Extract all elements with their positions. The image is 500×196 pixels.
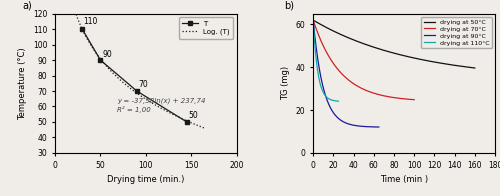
Text: b): b) bbox=[284, 1, 294, 11]
drying at 90°C bbox=[340, 120, 346, 123]
drying at 50°C bbox=[418, 58, 424, 61]
Line: drying at 90°C: drying at 90°C bbox=[313, 20, 379, 127]
drying at 50°C bbox=[406, 55, 411, 58]
drying at 110°C bbox=[329, 99, 335, 101]
drying at 50°C bbox=[384, 50, 390, 52]
drying at 70°C bbox=[386, 96, 392, 98]
Line: drying at 50°C: drying at 50°C bbox=[313, 20, 475, 68]
Text: a): a) bbox=[22, 1, 32, 11]
T bbox=[184, 121, 190, 123]
drying at 110°C bbox=[310, 19, 316, 21]
drying at 50°C bbox=[310, 19, 316, 21]
Log. (T) bbox=[72, 10, 78, 13]
Line: drying at 110°C: drying at 110°C bbox=[313, 20, 338, 101]
Text: 110: 110 bbox=[83, 17, 98, 26]
drying at 90°C bbox=[310, 19, 316, 21]
Text: y = -37,58ln(x) + 237,74
R² = 1,00: y = -37,58ln(x) + 237,74 R² = 1,00 bbox=[117, 98, 206, 113]
Text: 90: 90 bbox=[102, 50, 112, 59]
Log. (T) bbox=[154, 105, 160, 107]
Log. (T) bbox=[166, 112, 172, 114]
drying at 110°C bbox=[322, 93, 328, 96]
drying at 110°C bbox=[336, 100, 342, 102]
Log. (T) bbox=[114, 76, 120, 79]
drying at 110°C bbox=[316, 81, 322, 83]
Y-axis label: Temperature (°C): Temperature (°C) bbox=[18, 47, 28, 120]
Log. (T) bbox=[202, 127, 208, 130]
Y-axis label: TG (mg): TG (mg) bbox=[281, 66, 290, 100]
Line: drying at 70°C: drying at 70°C bbox=[313, 20, 414, 100]
drying at 70°C bbox=[378, 94, 384, 96]
drying at 70°C bbox=[356, 86, 362, 88]
T bbox=[98, 59, 103, 61]
drying at 50°C bbox=[339, 34, 345, 36]
Log. (T) bbox=[124, 84, 130, 86]
drying at 70°C bbox=[328, 59, 334, 61]
T bbox=[80, 28, 86, 30]
drying at 90°C bbox=[349, 124, 355, 126]
X-axis label: Drying time (min.): Drying time (min.) bbox=[107, 175, 184, 184]
drying at 50°C bbox=[472, 67, 478, 69]
drying at 90°C bbox=[360, 125, 366, 128]
T bbox=[134, 90, 140, 92]
X-axis label: Time (min ): Time (min ) bbox=[380, 175, 428, 184]
drying at 70°C bbox=[310, 19, 316, 21]
drying at 90°C bbox=[376, 126, 382, 128]
Legend: drying at 50°C, drying at 70°C, drying at 90°C, drying at 110°C: drying at 50°C, drying at 70°C, drying a… bbox=[421, 17, 492, 48]
drying at 110°C bbox=[314, 70, 320, 72]
drying at 70°C bbox=[411, 99, 417, 101]
Line: Log. (T): Log. (T) bbox=[75, 11, 205, 128]
drying at 90°C bbox=[327, 106, 333, 108]
drying at 110°C bbox=[327, 98, 333, 101]
drying at 70°C bbox=[336, 70, 342, 72]
Log. (T) bbox=[166, 111, 172, 113]
Log. (T) bbox=[88, 44, 94, 46]
drying at 90°C bbox=[322, 92, 328, 94]
drying at 110°C bbox=[325, 97, 331, 100]
Text: 70: 70 bbox=[138, 81, 148, 90]
drying at 50°C bbox=[432, 61, 438, 63]
drying at 90°C bbox=[354, 125, 360, 127]
Text: 50: 50 bbox=[188, 111, 198, 120]
Legend: T, Log. (T): T, Log. (T) bbox=[179, 17, 234, 39]
drying at 50°C bbox=[352, 39, 358, 42]
Line: T: T bbox=[80, 27, 189, 124]
drying at 70°C bbox=[370, 92, 376, 94]
